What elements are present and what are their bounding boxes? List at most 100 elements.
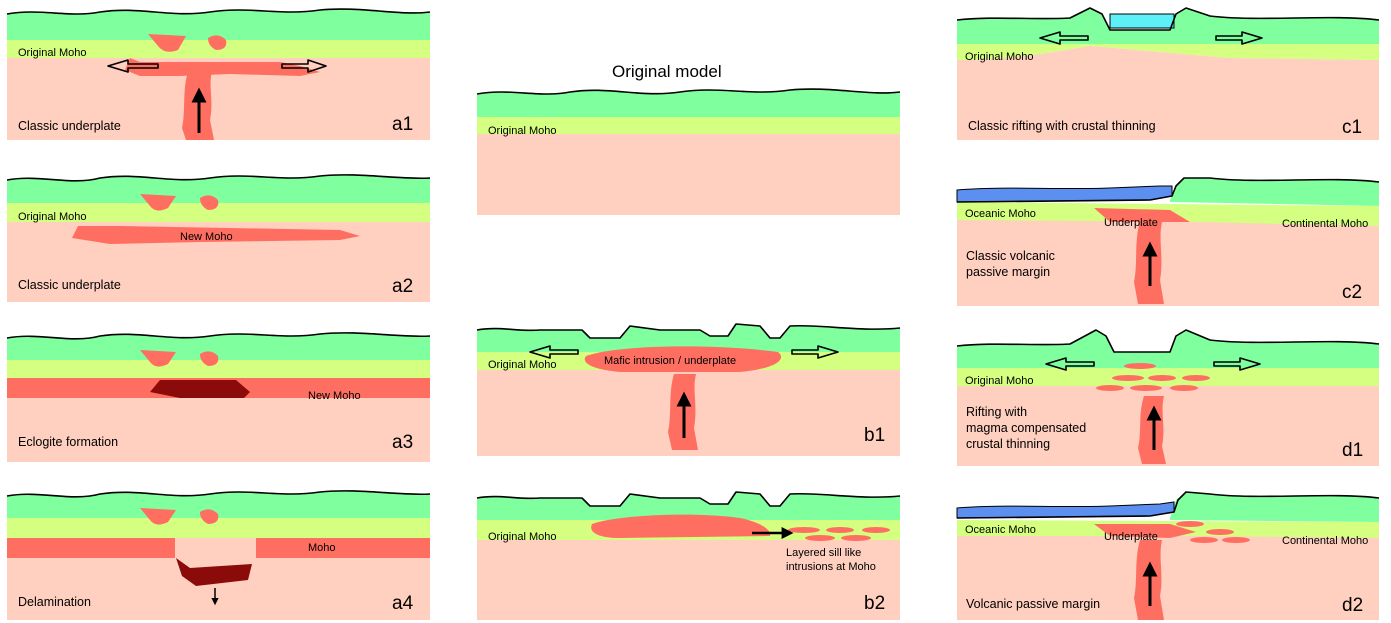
sill-intrusion — [862, 527, 890, 533]
sill-intrusion — [805, 535, 835, 541]
surface-line — [6, 8, 431, 15]
panel-d2: Oceanic Moho Underplate Continental Moho… — [956, 491, 1380, 620]
upper-crust-layer — [477, 89, 900, 117]
sill-intrusion — [1222, 537, 1250, 543]
magma-pocket — [140, 350, 176, 367]
sill-intrusion — [841, 535, 871, 541]
underplate-body — [1094, 524, 1196, 538]
oceanic-moho-label: Oceanic Moho — [965, 524, 1036, 536]
panel-caption: Classic underplate — [18, 278, 121, 292]
panel-tag: d1 — [1342, 440, 1363, 461]
extension-arrow-right — [1213, 357, 1261, 371]
moho-label: Original Moho — [965, 375, 1033, 387]
panel-a2: Original Moho New Moho Classic underplat… — [6, 174, 431, 302]
magma-conduit — [1138, 396, 1166, 464]
surface-line — [6, 332, 431, 340]
mantle-layer — [7, 556, 430, 620]
rift-basin-water — [1109, 13, 1175, 29]
panel-tag: d2 — [1342, 595, 1363, 616]
moho-label: Moho — [308, 542, 336, 554]
extension-arrow-left — [529, 345, 579, 359]
surface-line — [956, 7, 1380, 31]
sill-intrusion — [826, 527, 854, 533]
panel-a4: Moho Delamination a4 — [6, 490, 431, 620]
magma-pocket — [200, 351, 219, 366]
upper-crust-layer — [957, 8, 1379, 44]
mantle-layer — [957, 220, 1379, 306]
lower-crust-layer — [7, 360, 430, 378]
panel-caption: Classic underplate — [18, 119, 121, 133]
extension-arrow-right — [1215, 31, 1263, 45]
panel-caption-line1: Classic volcanic — [966, 249, 1055, 263]
magma-pocket — [200, 195, 219, 210]
extension-arrow-left — [1045, 357, 1095, 371]
extension-arrow-right — [281, 59, 327, 73]
moho-label: Original Moho — [18, 47, 86, 59]
panel-c2: Oceanic Moho Underplate Continental Moho… — [956, 177, 1380, 306]
panel-tag: b2 — [864, 593, 885, 614]
panel-tag: c1 — [1342, 117, 1362, 138]
panel-title: Original model — [612, 62, 722, 81]
panel-original-model: Original model Original Moho — [476, 62, 901, 215]
magma-pocket — [200, 509, 219, 524]
sills-label-line2: intrusions at Moho — [786, 561, 876, 573]
panel-a1: Original Moho Classic underplate a1 — [6, 8, 431, 140]
sill-intrusion — [1170, 385, 1198, 391]
new-moho-label: New Moho — [308, 390, 361, 402]
surface-line — [6, 174, 431, 182]
mafic-intrusion-body — [584, 346, 782, 372]
panel-tag: a3 — [392, 432, 413, 453]
magma-pocket — [208, 35, 227, 50]
surface-line — [6, 490, 431, 498]
moho-label: Original Moho — [488, 125, 556, 137]
panel-caption: Eclogite formation — [18, 435, 118, 449]
mantle-layer — [957, 536, 1379, 620]
oceanic-crust — [956, 501, 1175, 519]
sill-intrusion — [1190, 537, 1218, 543]
mantle-layer — [957, 386, 1379, 466]
sill-intrusion — [1182, 375, 1210, 381]
eclogite-body — [150, 380, 250, 398]
panel-tag: b1 — [864, 425, 885, 446]
mantle-layer — [957, 46, 1379, 140]
sill-intrusion — [1206, 529, 1234, 535]
moho-layer-right — [256, 538, 430, 558]
panel-tag: a2 — [392, 276, 413, 297]
upper-crust-layer — [7, 490, 430, 518]
moho-label: Original Moho — [18, 211, 86, 223]
upper-crust-layer — [7, 332, 430, 360]
lower-crust-layer — [7, 518, 430, 538]
sill-intrusion — [788, 527, 820, 533]
new-moho-label: New Moho — [180, 231, 233, 243]
surface-line — [956, 491, 1380, 519]
upper-crust-layer — [1170, 492, 1379, 522]
panel-caption-line1: Rifting with — [966, 405, 1027, 419]
panel-tag: c2 — [1342, 282, 1362, 303]
underplate-body — [1094, 208, 1190, 222]
magma-pocket — [140, 508, 176, 525]
sills-label-line1: Layered sill like — [786, 547, 861, 559]
panel-b1: Original Moho Mafic intrusion / underpla… — [476, 323, 901, 456]
underplate-label: Underplate — [1104, 217, 1158, 229]
sill-intrusion — [1148, 375, 1176, 381]
intrusion-label: Mafic intrusion / underplate — [604, 355, 736, 367]
panel-tag: a1 — [392, 114, 413, 135]
surface-line — [476, 323, 901, 339]
delaminated-block — [176, 558, 252, 586]
moho-label: Original Moho — [965, 51, 1033, 63]
sill-intrusion — [1112, 375, 1144, 381]
surface-line — [476, 88, 901, 95]
magma-pocket — [140, 194, 176, 211]
lower-crust-layer — [477, 117, 900, 134]
moho-label: Original Moho — [488, 531, 556, 543]
underplate-body — [72, 226, 360, 244]
panel-caption: Volcanic passive margin — [966, 597, 1100, 611]
underplate-body — [125, 58, 320, 76]
surface-line — [956, 329, 1380, 353]
panel-caption-line2: magma compensated — [966, 421, 1086, 435]
continental-moho-label: Continental Moho — [1282, 535, 1368, 547]
oceanic-moho-label: Oceanic Moho — [965, 208, 1036, 220]
panel-caption-line2: passive margin — [966, 265, 1050, 279]
mafic-intrusion-body — [591, 514, 771, 538]
